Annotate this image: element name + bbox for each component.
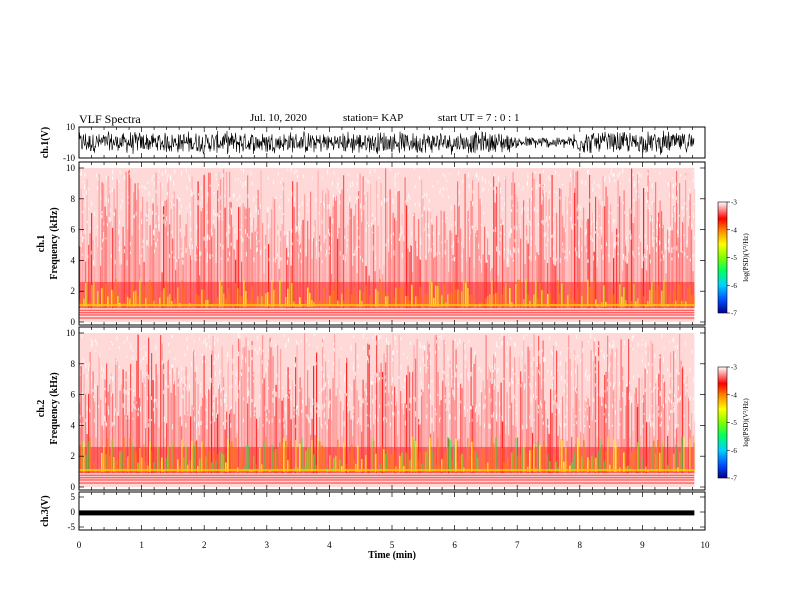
ch3-signal-line [79, 510, 695, 516]
figure-title: VLF Spectra [79, 112, 141, 126]
colorbar-tick-label: -5 [731, 419, 737, 427]
ytick-label: 6 [71, 390, 76, 400]
ylabel-1: ch.1(V) [40, 127, 51, 158]
xtick-label: 5 [390, 540, 395, 550]
colorbar-tick-label: -6 [731, 447, 737, 455]
colorbar-tick-label: -3 [731, 199, 737, 207]
colorbar-tick-label: -7 [731, 310, 737, 318]
xtick-label: 4 [327, 540, 332, 550]
ytick-label: 0 [71, 317, 76, 327]
ytick-label: 4 [71, 255, 76, 265]
ylabel-channel-2: ch.2 [36, 400, 47, 418]
ytick-label: 0 [71, 482, 76, 492]
ytick-label: 10 [66, 328, 76, 338]
ylabel-4: ch.3(V) [40, 495, 51, 526]
ytick-label: 4 [71, 420, 76, 430]
ytick-label: 2 [71, 451, 76, 461]
spectrogram-ch1 [79, 168, 696, 322]
data-layer [78, 130, 696, 516]
colorbar-tick-label: -4 [731, 226, 737, 234]
ylabel-frequency-2: Frequency (kHz) [49, 372, 60, 444]
ytick-label: -5 [68, 522, 76, 532]
xtick-label: 3 [265, 540, 270, 550]
xtick-label: 6 [452, 540, 457, 550]
ytick-label: 0 [71, 507, 76, 517]
spectrogram-ch2 [79, 333, 696, 487]
xtick-label: 10 [701, 540, 711, 550]
xtick-label: 2 [202, 540, 207, 550]
xtick-label: 0 [77, 540, 82, 550]
ytick-label: 10 [66, 163, 76, 173]
ytick-label: 5 [71, 492, 76, 502]
colorbar-tick-label: -3 [731, 364, 737, 372]
ytick-label: -10 [63, 153, 75, 163]
ylabel-frequency-1: Frequency (kHz) [49, 207, 60, 279]
start-time-label: start UT = 7 : 0 : 1 [438, 112, 520, 124]
colorbar-tick-label: -5 [731, 254, 737, 262]
xtick-label: 7 [515, 540, 520, 550]
colorbar-2 [717, 366, 728, 479]
ytick-label: 10 [66, 122, 76, 132]
xtick-label: 9 [640, 540, 645, 550]
xtick-label: 8 [578, 540, 583, 550]
colorbar-title-2: log(PSD)(V²/Hz) [742, 398, 750, 447]
colorbar-1 [717, 201, 728, 314]
colorbar-tick-label: -4 [731, 391, 737, 399]
ytick-label: 2 [71, 286, 76, 296]
colorbar-tick-label: -7 [731, 475, 737, 483]
ytick-label: 8 [71, 194, 76, 204]
xtick-label: 1 [139, 540, 144, 550]
date-label: Jul. 10, 2020 [250, 112, 307, 124]
ylabel-channel-1: ch.1 [36, 235, 47, 253]
ytick-label: 8 [71, 359, 76, 369]
colorbar-tick-label: -6 [731, 282, 737, 290]
x-axis-title: Time (min) [368, 550, 416, 561]
colorbar-title-1: log(PSD)(V²/Hz) [742, 233, 750, 282]
frames-layer [78, 126, 730, 531]
ch1-waveform-line [78, 130, 695, 155]
station-label: station= KAP [343, 112, 404, 124]
ytick-label: 6 [71, 225, 76, 235]
